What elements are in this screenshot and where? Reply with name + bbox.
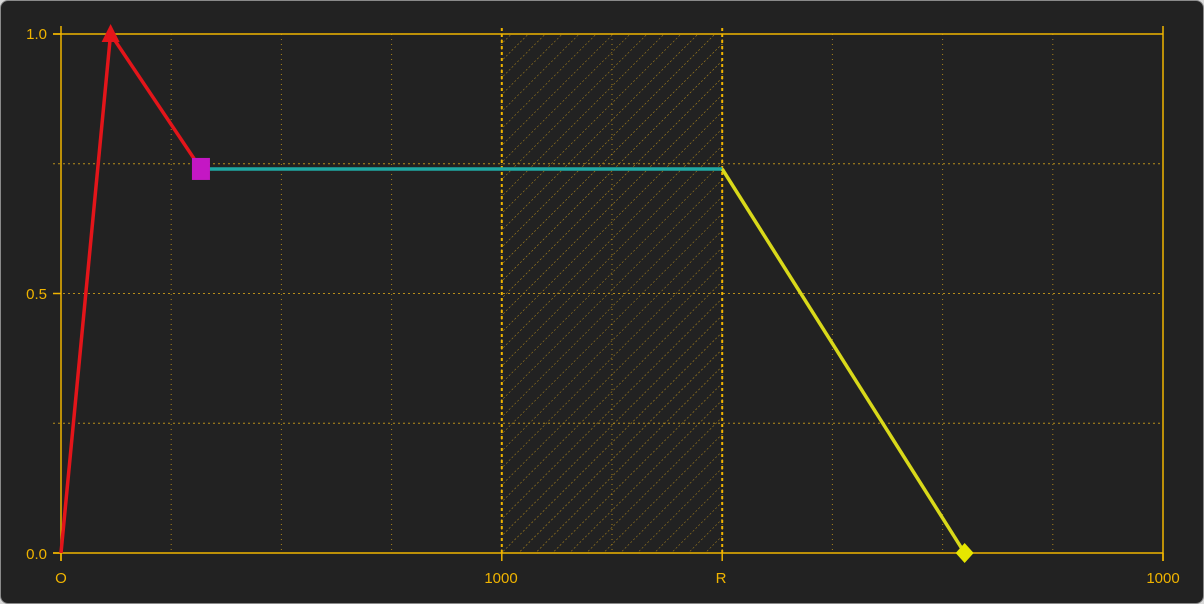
y-tick-label-0: 0.0 xyxy=(26,546,47,563)
x-tick-label-release: R xyxy=(716,570,727,587)
x-tick-label-origin: O xyxy=(55,570,67,587)
y-tick-label-2: 1.0 xyxy=(26,26,47,43)
axes xyxy=(53,26,1164,561)
decay-end-marker xyxy=(191,157,210,180)
envelope-markers xyxy=(101,24,974,563)
y-tick-label-1: 0.5 xyxy=(26,286,47,303)
attack-line xyxy=(59,33,113,554)
hatched-region xyxy=(500,28,724,553)
x-tick-label-mid: 1000 xyxy=(484,570,517,587)
release-end-marker xyxy=(955,543,974,563)
decay-line xyxy=(109,33,203,170)
attack-peak-marker xyxy=(101,24,120,42)
tick-labels: 0.0 0.5 1.0 O 1000 R 1000 xyxy=(26,26,1180,587)
envelope-lines xyxy=(59,33,967,554)
x-tick-label-end: 1000 xyxy=(1146,570,1179,587)
release-line xyxy=(720,168,967,554)
hatched-area xyxy=(501,34,723,553)
